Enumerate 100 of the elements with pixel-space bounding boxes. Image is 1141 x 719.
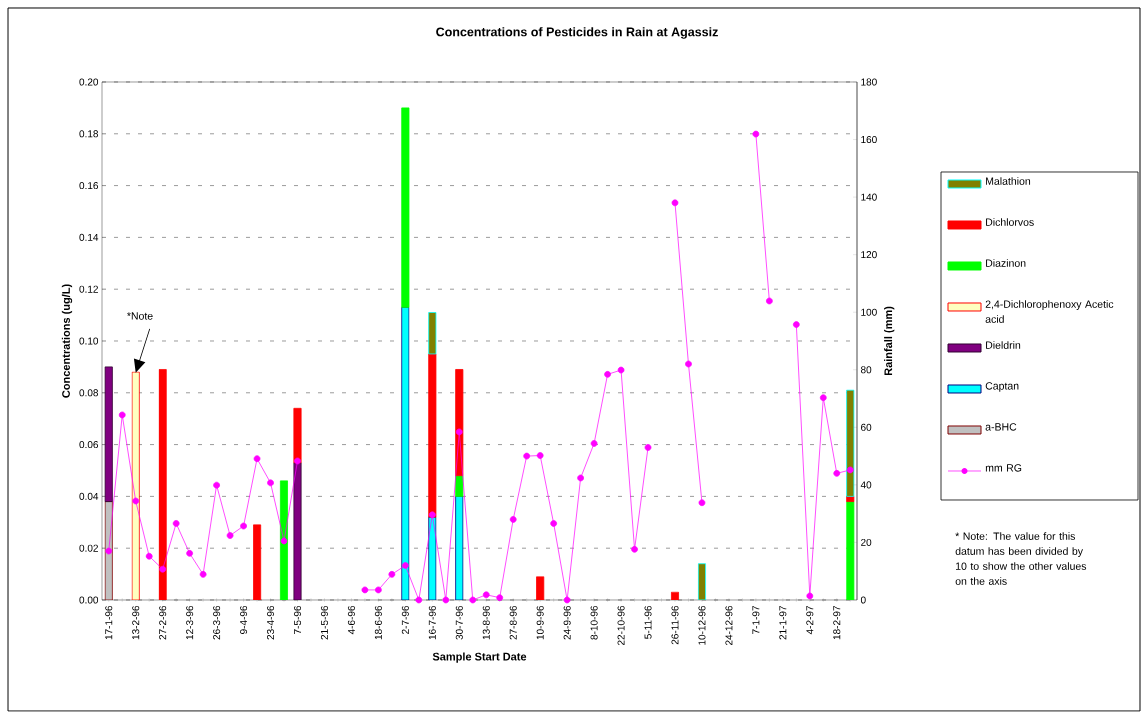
- point: [550, 520, 557, 527]
- point: [253, 455, 261, 463]
- x-tick-label: 24-12-96: [725, 605, 733, 646]
- y2-tick-label: 80: [860, 366, 872, 374]
- annotation: *Note: [127, 312, 153, 320]
- legend-label: Malathion: [986, 177, 1031, 185]
- bar: [455, 495, 464, 600]
- x-tick-label: 2-7-96: [401, 605, 409, 634]
- point: [509, 516, 517, 523]
- x-axis-title: Sample Start Date: [432, 652, 527, 663]
- x-tick-label: 18-2-97: [833, 606, 841, 640]
- point: [766, 297, 773, 305]
- x-tick-label: 7-1-97: [752, 606, 760, 634]
- y-tick-label: 0.06: [79, 441, 99, 449]
- legend-label: a-BHC: [985, 423, 1017, 431]
- y-tick-label: 0.00: [79, 596, 99, 604]
- bar: [293, 462, 302, 600]
- legend-label: mm RG: [985, 464, 1022, 472]
- point: [523, 452, 531, 460]
- legend-label: Dichlorvos: [986, 218, 1034, 226]
- x-tick-label: 13-2-96: [132, 605, 140, 640]
- y-tick-label: 0.14: [79, 233, 99, 241]
- bar: [455, 475, 464, 497]
- point: [617, 366, 625, 374]
- y-tick-label: 0.10: [79, 337, 99, 345]
- y-tick-label: 0.08: [79, 389, 99, 397]
- point: [604, 371, 611, 378]
- x-tick-label: 21-5-96: [320, 605, 328, 640]
- point: [590, 440, 598, 447]
- point: [469, 596, 477, 604]
- point: [442, 596, 450, 604]
- x-tick-label: 21-1-97: [779, 606, 787, 640]
- x-tick-label: 4-6-96: [347, 605, 355, 635]
- point: [536, 452, 544, 459]
- point: [415, 596, 423, 604]
- point: [186, 550, 193, 557]
- x-tick-label: 16-7-96: [428, 605, 436, 640]
- x-tick-label: 13-8-96: [482, 605, 490, 640]
- y2-tick-label: 100: [861, 308, 877, 316]
- y2-tick-label: 120: [861, 251, 877, 259]
- x-tick-label: 4-2-97: [806, 606, 814, 635]
- point: [280, 537, 288, 545]
- bar: [104, 366, 113, 502]
- point: [402, 562, 409, 569]
- point: [294, 457, 301, 465]
- point: [213, 481, 220, 489]
- point: [752, 130, 760, 138]
- point: [172, 520, 180, 527]
- bar: [401, 107, 410, 308]
- bar: [846, 389, 855, 497]
- y2-tick-label: 40: [860, 481, 872, 489]
- x-tick-label: 10-9-96: [536, 605, 544, 640]
- x-tick-label: 12-3-96: [186, 605, 194, 640]
- point: [118, 411, 126, 419]
- y2-axis-title: Rainfall (mm): [884, 306, 895, 376]
- point: [145, 552, 153, 560]
- bar: [293, 407, 302, 464]
- chart-title: Concentrations of Pesticides in Rain at Agassiz: [436, 27, 718, 39]
- x-tick-label: 17-1-96: [105, 605, 113, 640]
- point: [428, 511, 436, 519]
- bar: [846, 495, 855, 502]
- x-tick-label: 24-9-96: [563, 605, 571, 640]
- x-tick-label: 27-2-96: [159, 605, 167, 640]
- point: [226, 532, 234, 539]
- bar: [428, 353, 437, 518]
- y-tick-label: 0.20: [79, 78, 99, 86]
- x-tick-label: 8-10-96: [590, 605, 598, 640]
- x-tick-label: 5-11-96: [644, 605, 652, 639]
- y2-tick-label: 180: [861, 78, 877, 86]
- y-tick-label: 0.16: [79, 182, 99, 190]
- point: [792, 321, 800, 328]
- x-tick-label: 27-8-96: [509, 605, 517, 640]
- legend-label: Dieldrin: [986, 341, 1021, 349]
- point: [644, 444, 652, 451]
- point: [846, 466, 854, 474]
- y-tick-label: 0.18: [79, 130, 99, 138]
- point: [806, 592, 814, 600]
- point: [159, 565, 167, 573]
- legend-label: Captan: [985, 382, 1019, 392]
- point: [833, 470, 841, 477]
- legend-label: 2,4-Dichlorophenoxy Acetic acid: [985, 300, 1114, 323]
- point: [375, 586, 382, 594]
- point: [685, 360, 692, 368]
- y-axis-title: Concentrations (ug/L): [61, 284, 73, 398]
- x-tick-label: 18-6-96: [374, 605, 382, 640]
- x-tick-label: 7-5-96: [293, 605, 302, 634]
- text: * Note: The value for this datum has been divided by 10 to show the other values on the axis: [955, 532, 1087, 585]
- x-tick-label: 10-12-96: [698, 605, 706, 645]
- point: [482, 591, 490, 599]
- x-tick-label: 9-4-96: [240, 605, 248, 634]
- point: [577, 474, 584, 482]
- point: [698, 499, 706, 507]
- x-tick-label: 23-4-96: [267, 605, 275, 640]
- y2-tick-label: 160: [861, 136, 877, 144]
- y-tick-label: 0.04: [79, 492, 99, 500]
- point: [105, 547, 113, 555]
- point: [455, 428, 463, 436]
- y-tick-label: 0.12: [79, 285, 98, 293]
- point: [496, 594, 504, 602]
- x-tick-label: 22-10-96: [617, 605, 625, 646]
